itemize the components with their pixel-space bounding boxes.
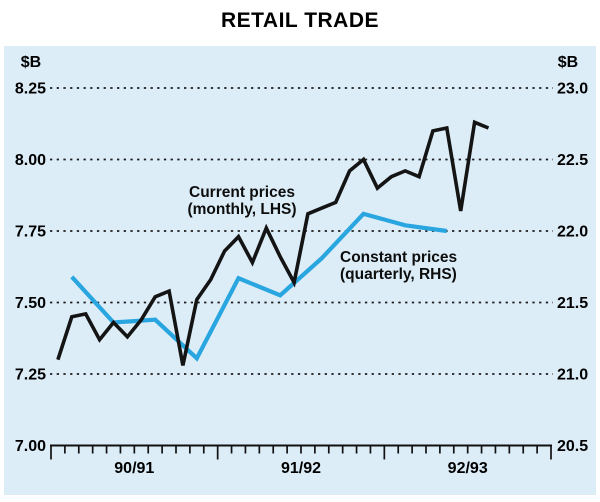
current-prices-label-line1: Current prices (189, 184, 295, 201)
left-axis-tick-label: 8.00 (15, 152, 46, 169)
chart-title: RETAIL TRADE (221, 9, 379, 32)
current-prices-line (56, 119, 490, 366)
left-axis-unit: $B (21, 54, 41, 71)
left-axis-tick-label: 7.00 (15, 438, 46, 455)
right-axis-tick-label: 22.0 (557, 224, 588, 241)
left-axis-tick-label: 7.75 (15, 224, 46, 241)
plot-background (4, 46, 596, 495)
left-axis-tick-labels: 8.25 8.00 7.75 7.50 7.25 7.00 (15, 81, 46, 456)
right-axis-tick-label: 20.5 (557, 438, 588, 455)
x-axis-label: 92/93 (448, 460, 488, 477)
left-axis-tick-label: 8.25 (15, 81, 46, 98)
x-axis-label: 90/91 (114, 460, 154, 477)
series-annotations: Current prices (monthly, LHS) Constant p… (187, 184, 457, 283)
right-axis-tick-label: 22.5 (557, 152, 588, 169)
left-axis-tick-label: 7.50 (15, 295, 46, 312)
constant-prices-line (70, 211, 448, 362)
constant-prices-label-line1: Constant prices (340, 249, 457, 266)
constant-prices-label-line2: (quarterly, RHS) (340, 266, 457, 283)
right-axis-tick-label: 21.0 (557, 367, 588, 384)
x-axis-label: 91/92 (281, 460, 321, 477)
right-axis-tick-label: 23.0 (557, 81, 588, 98)
right-axis-unit: $B (558, 54, 578, 71)
x-axis-labels: 90/91 91/92 92/93 (114, 460, 488, 477)
current-prices-label-line2: (monthly, LHS) (187, 201, 296, 218)
right-axis-tick-labels: 23.0 22.5 22.0 21.5 21.0 20.5 (557, 81, 588, 456)
right-axis-tick-label: 21.5 (557, 295, 588, 312)
left-axis-tick-label: 7.25 (15, 367, 46, 384)
x-axis (50, 444, 552, 460)
